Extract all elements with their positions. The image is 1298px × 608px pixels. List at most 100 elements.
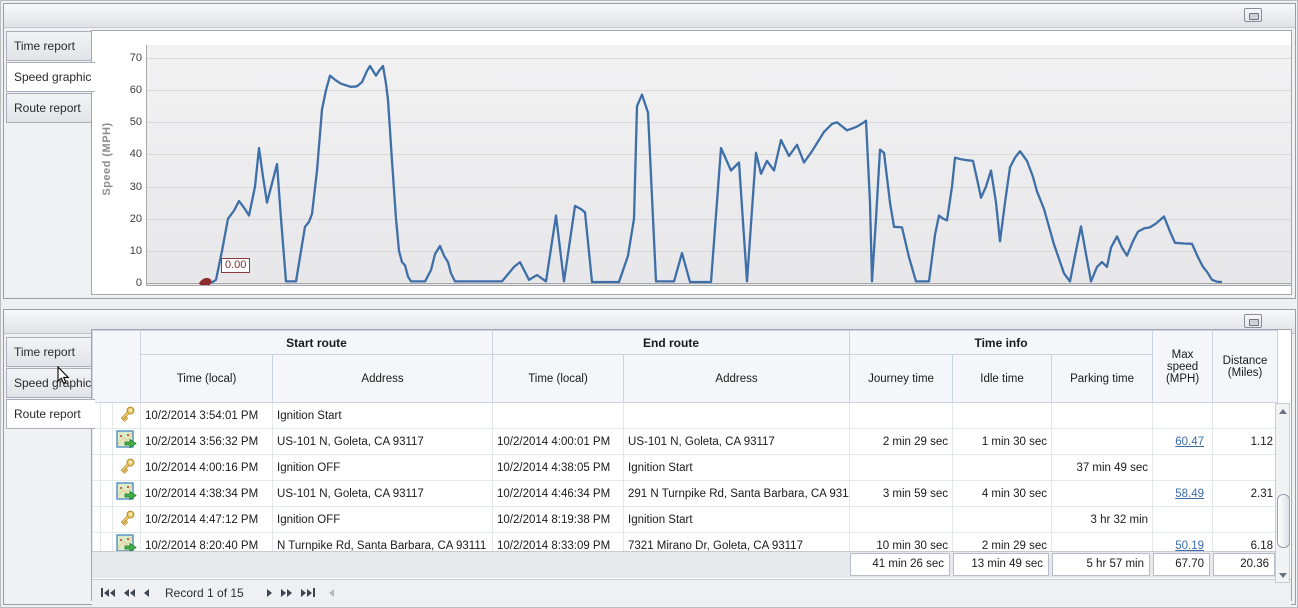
arrow-up-icon	[1278, 408, 1287, 414]
cell-end-time: 10/2/2014 8:33:09 PM	[492, 532, 625, 551]
y-tick-label: 60	[129, 84, 142, 97]
column-header-idle-time[interactable]: Idle time	[952, 354, 1053, 403]
cell-end-time	[492, 402, 625, 429]
point-tooltip: 0.00	[221, 258, 251, 273]
scroll-down-button[interactable]	[1276, 568, 1289, 582]
row-expand-cell	[100, 506, 113, 533]
tab-speed-graphic[interactable]: Speed graphic	[6, 368, 92, 398]
cell-idle-time	[952, 402, 1053, 429]
summary-journey: 41 min 26 sec	[850, 553, 950, 576]
column-header-journey-time[interactable]: Journey time	[849, 354, 954, 403]
next-record-button[interactable]	[266, 588, 272, 597]
scroll-left-button	[328, 588, 334, 597]
max-speed-link[interactable]: 58.49	[1175, 487, 1205, 500]
column-header-distance-miles-[interactable]: Distance (Miles)	[1212, 330, 1278, 403]
tab-speed-graphic[interactable]: Speed graphic	[6, 62, 95, 92]
collapse-panel-button[interactable]	[1244, 8, 1262, 22]
column-header-address[interactable]: Address	[623, 354, 851, 403]
table-row[interactable]: 10/2/2014 8:20:40 PM N Turnpike Rd, Santa…	[92, 532, 1278, 552]
route-map-icon	[116, 534, 137, 551]
report-tabs: Time report Speed graphic Route report	[6, 337, 95, 430]
cell-end-address: Ignition Start	[623, 454, 851, 481]
triangle-icon	[110, 588, 115, 597]
bar-icon	[101, 588, 103, 597]
row-expand-cell	[100, 402, 113, 429]
speed-line	[210, 64, 1223, 284]
row-indicator	[92, 428, 101, 455]
cell-end-time: 10/2/2014 4:38:05 PM	[492, 454, 625, 481]
cell-start-address: US-101 N, Goleta, CA 93117	[272, 428, 494, 455]
triangle-icon	[286, 588, 292, 597]
column-header-parking-time[interactable]: Parking time	[1051, 354, 1154, 403]
scrollbar-thumb[interactable]	[1277, 494, 1290, 548]
data-point-marker	[199, 277, 212, 287]
column-header-time-local-[interactable]: Time (local)	[140, 354, 274, 403]
last-record-button[interactable]	[300, 588, 315, 597]
cell-start-address: Ignition Start	[272, 402, 494, 429]
column-header-max-speed-mph-[interactable]: Max speed (MPH)	[1152, 330, 1214, 403]
cell-end-address: 291 N Turnpike Rd, Santa Barbara, CA 931…	[623, 480, 851, 507]
y-tick-label: 30	[129, 180, 142, 193]
grid-rows-viewport: Start route End route Time info Max speed (…	[92, 330, 1278, 551]
triangle-icon	[124, 588, 129, 597]
y-tick-label: 0	[135, 277, 142, 289]
tab-route-report[interactable]: Route report	[6, 399, 95, 429]
column-header-time-local-[interactable]: Time (local)	[492, 354, 625, 403]
row-type-icon-cell	[111, 454, 142, 481]
max-speed-link[interactable]: 60.47	[1175, 435, 1205, 448]
prev-page-button[interactable]	[124, 588, 135, 597]
table-row[interactable]: 10/2/2014 3:56:32 PM US-101 N, Goleta, CA…	[92, 428, 1278, 455]
collapse-icon	[1249, 318, 1259, 326]
collapse-icon	[1249, 12, 1259, 20]
tab-time-report[interactable]: Time report	[6, 337, 92, 367]
cell-max-speed: 60.47	[1152, 428, 1214, 455]
cell-parking-time	[1051, 428, 1154, 455]
first-record-button[interactable]	[101, 588, 115, 597]
cell-start-time: 10/2/2014 4:00:16 PM	[140, 454, 274, 481]
ignition-key-icon	[120, 406, 134, 422]
table-row[interactable]: 10/2/2014 3:54:01 PM Ignition Start	[92, 402, 1278, 429]
triangle-icon	[266, 588, 272, 597]
max-speed-link[interactable]: 50.19	[1175, 539, 1205, 552]
group-header-start-route[interactable]: Start route	[140, 330, 494, 355]
y-tick-label: 50	[129, 116, 142, 129]
row-type-icon-cell	[111, 480, 142, 507]
cell-start-time: 10/2/2014 8:20:40 PM	[140, 532, 274, 551]
y-tick-label: 10	[129, 244, 142, 257]
cell-parking-time: 37 min 49 sec	[1051, 454, 1154, 481]
table-row[interactable]: 10/2/2014 4:38:34 PM US-101 N, Goleta, CA…	[92, 480, 1278, 507]
speed-line-chart	[147, 58, 1291, 287]
row-indicator	[92, 532, 101, 551]
group-header-time-info[interactable]: Time info	[849, 330, 1154, 355]
cell-max-speed: 58.49	[1152, 480, 1214, 507]
cell-journey-time: 10 min 30 sec	[849, 532, 954, 551]
table-row[interactable]: 10/2/2014 4:47:12 PM Ignition OFF 10/2/201…	[92, 506, 1278, 533]
bar-icon	[312, 588, 315, 597]
cell-distance	[1212, 454, 1278, 481]
row-type-icon-cell	[111, 506, 142, 533]
ignition-key-icon	[120, 510, 134, 526]
plot-area	[146, 45, 1291, 287]
scroll-up-button[interactable]	[1276, 404, 1289, 418]
record-navigator: Record 1 of 15	[92, 579, 1291, 605]
row-type-icon-cell	[111, 402, 142, 429]
triangle-icon	[130, 588, 135, 597]
cell-end-address	[623, 402, 851, 429]
table-row[interactable]: 10/2/2014 4:00:16 PM Ignition OFF 10/2/201…	[92, 454, 1278, 481]
tab-time-report[interactable]: Time report	[6, 31, 92, 61]
vertical-scrollbar[interactable]	[1275, 403, 1290, 583]
row-expand-cell	[100, 428, 113, 455]
group-header-end-route[interactable]: End route	[492, 330, 851, 355]
cell-idle-time: 2 min 29 sec	[952, 532, 1053, 551]
row-expand-cell	[100, 532, 113, 551]
next-page-button[interactable]	[280, 588, 292, 597]
cell-start-time: 10/2/2014 4:38:34 PM	[140, 480, 274, 507]
tab-route-report[interactable]: Route report	[6, 93, 92, 123]
cell-journey-time	[849, 506, 954, 533]
prev-record-button[interactable]	[144, 588, 149, 597]
triangle-icon	[306, 588, 312, 597]
collapse-panel-button[interactable]	[1244, 314, 1262, 328]
y-tick-label: 20	[129, 212, 142, 225]
column-header-address[interactable]: Address	[272, 354, 494, 403]
